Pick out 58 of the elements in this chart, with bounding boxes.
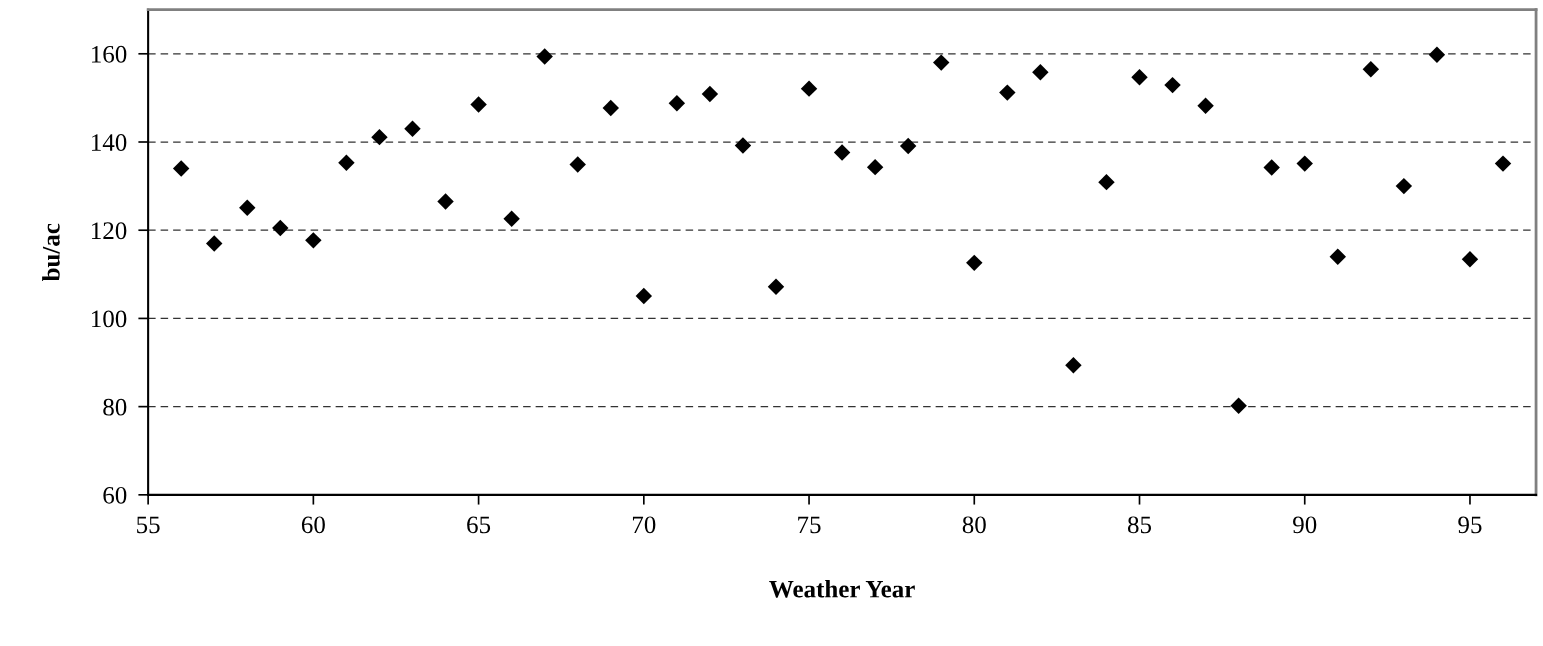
point bbox=[800, 80, 818, 97]
point bbox=[1494, 155, 1512, 172]
y-tick-label: 120 bbox=[91, 222, 127, 240]
point bbox=[1263, 159, 1280, 176]
x-tick-label: 90 bbox=[1293, 516, 1317, 534]
point bbox=[701, 85, 719, 103]
point bbox=[866, 158, 884, 176]
point bbox=[734, 137, 752, 154]
point bbox=[1296, 155, 1313, 172]
x-tick-label: 85 bbox=[1127, 516, 1152, 534]
point bbox=[536, 48, 553, 65]
x-tick-label: 55 bbox=[137, 516, 160, 534]
x-tick-label: 80 bbox=[962, 516, 986, 534]
point bbox=[1362, 61, 1380, 78]
point bbox=[569, 156, 586, 173]
x-tick-label: 65 bbox=[467, 516, 491, 534]
point bbox=[999, 84, 1016, 101]
x-tick-label: 95 bbox=[1458, 516, 1482, 534]
x-tick-label: 75 bbox=[798, 516, 821, 534]
point bbox=[1065, 356, 1082, 374]
point bbox=[172, 160, 190, 177]
point bbox=[371, 128, 388, 146]
x-tick-label: 60 bbox=[301, 516, 325, 534]
point bbox=[437, 193, 454, 210]
point bbox=[1428, 46, 1446, 63]
point bbox=[305, 232, 322, 249]
point bbox=[272, 219, 289, 237]
point bbox=[1164, 76, 1181, 94]
point bbox=[602, 99, 619, 117]
y-tick-label: 100 bbox=[91, 310, 127, 328]
point bbox=[206, 235, 223, 252]
y-tick-label: 60 bbox=[103, 486, 127, 504]
y-tick-label: 140 bbox=[91, 134, 127, 151]
point bbox=[966, 254, 983, 272]
y-tick-label: 160 bbox=[91, 45, 127, 63]
y-axis-title: bu/ac bbox=[42, 223, 60, 282]
point bbox=[635, 287, 653, 305]
point bbox=[1197, 97, 1214, 115]
y-tick-label: 80 bbox=[103, 398, 127, 416]
x-tick-label: 70 bbox=[632, 516, 656, 534]
point bbox=[1032, 64, 1049, 81]
point bbox=[1098, 173, 1115, 191]
point bbox=[899, 137, 917, 155]
point bbox=[1395, 177, 1413, 195]
point bbox=[1329, 248, 1346, 265]
point bbox=[833, 144, 851, 161]
point bbox=[470, 96, 487, 113]
point bbox=[239, 199, 256, 216]
point bbox=[767, 278, 785, 295]
point bbox=[338, 154, 355, 171]
point bbox=[1230, 397, 1247, 414]
point bbox=[1131, 68, 1148, 86]
point bbox=[933, 54, 950, 71]
point bbox=[668, 94, 686, 112]
point bbox=[1461, 251, 1479, 268]
x-axis-title: Weather Year bbox=[769, 580, 915, 598]
point bbox=[503, 210, 520, 227]
point bbox=[404, 120, 421, 137]
